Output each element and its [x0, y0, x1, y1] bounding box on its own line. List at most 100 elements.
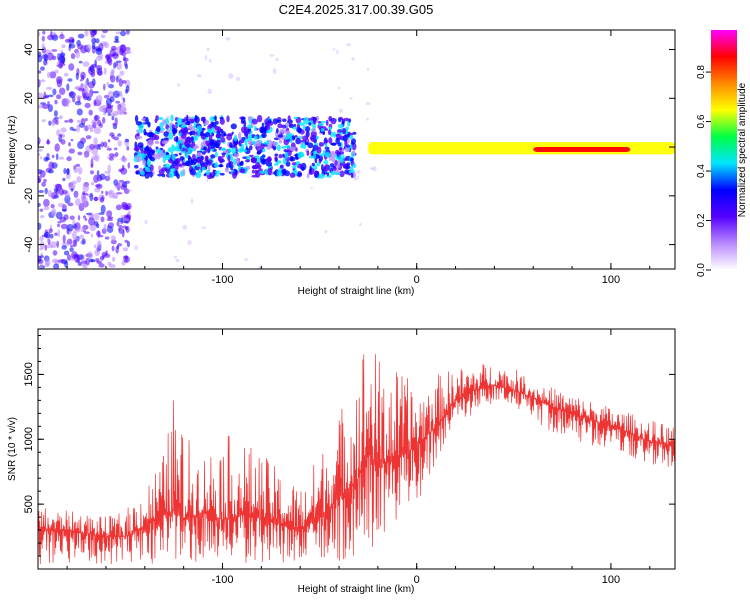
spectrogram-cell: [58, 115, 63, 120]
spectrogram-cell: [335, 133, 341, 137]
spectrogram-cell: [259, 170, 266, 174]
spectrogram-cell: [111, 70, 115, 77]
spectrogram-cell: [125, 89, 128, 94]
spectrogram-cell: [236, 59, 240, 65]
spectrogram-cell: [350, 157, 354, 162]
spectrogram-cell: [277, 134, 284, 138]
spectrogram-cell: [215, 139, 221, 147]
spectrogram-cell: [251, 140, 255, 145]
spectrogram-cell: [96, 170, 100, 177]
spectrogram-cell: [243, 89, 248, 96]
spectrogram-cell: [117, 217, 123, 223]
spectrogram-cell: [102, 117, 106, 124]
spectrogram-cell: [144, 220, 148, 225]
spectrogram-cell: [138, 127, 144, 134]
spectrogram-cell: [308, 122, 312, 126]
spectrogram-cell: [112, 110, 119, 117]
spectrogram-cell: [281, 146, 286, 149]
spectrogram-ylabel: Frequency (Hz): [7, 116, 18, 185]
spectrogram-cell: [49, 71, 57, 79]
spectrogram-cell: [266, 156, 272, 163]
colorbar-tick-label: 0.6: [696, 114, 707, 128]
spectrogram-cell: [281, 124, 287, 129]
spectrogram-cell: [193, 67, 197, 72]
spectrogram-cell: [91, 42, 96, 50]
spectrogram-cell: [106, 218, 114, 222]
spectrogram-cell: [214, 151, 218, 158]
spectrogram-cell: [113, 179, 119, 186]
spectrogram-cell: [121, 157, 127, 163]
spectrogram-cell: [59, 134, 63, 138]
spectrogram-cell: [307, 142, 314, 149]
spectrogram-cell: [203, 173, 207, 177]
spectrogram-cell: [208, 58, 212, 63]
spectrogram-cell: [43, 231, 51, 239]
spectrogram-cell: [106, 147, 112, 151]
spectrogram-cell: [270, 126, 273, 133]
spectrogram-ytick-label: 40: [23, 43, 35, 55]
spectrogram-cell: [365, 117, 369, 121]
spectrogram-cell: [284, 151, 289, 159]
spectrogram-cell: [330, 171, 336, 176]
spectrogram-cell: [225, 37, 231, 41]
spectrogram-cell: [142, 234, 145, 237]
spectrogram-cell: [103, 83, 106, 91]
spectrogram-cell: [39, 262, 43, 269]
spectrogram-cell: [107, 173, 111, 179]
spectrogram-cell: [304, 126, 311, 132]
spectrogram-cell: [105, 250, 108, 256]
spectrogram-cell: [50, 192, 58, 200]
spectrogram-cell: [117, 140, 122, 147]
spectrogram-cell: [335, 149, 340, 155]
spectrogram-cell: [90, 259, 96, 263]
spectrogram-cell: [372, 166, 377, 172]
spectrogram-cell: [282, 157, 287, 165]
spectrogram-cell: [206, 47, 210, 52]
spectrogram-cell: [85, 212, 92, 216]
colorbar: 0.0 0.2 0.4 0.6 0.8 Normalized spectral ampl…: [696, 30, 748, 277]
spectrogram-cell: [88, 217, 96, 226]
spectrogram-cell: [41, 119, 46, 123]
spectrogram-cell: [140, 170, 145, 176]
spectrogram-cell: [47, 104, 54, 113]
spectrogram-cell: [316, 162, 321, 167]
spectrogram-cell: [289, 155, 294, 162]
spectrogram-cell: [111, 245, 115, 252]
spectrogram-cell: [60, 139, 66, 145]
spectrogram-cell: [338, 108, 343, 114]
spectrogram-cell: [228, 148, 232, 153]
spectrogram-cell: [110, 235, 116, 242]
spectrogram-cell: [251, 174, 258, 178]
spectrogram-cell: [187, 155, 191, 160]
spectrogram-cell: [326, 172, 330, 176]
spectrogram-frame: [37, 29, 676, 270]
spectrogram-cell: [224, 167, 229, 173]
spectrogram-cell: [43, 198, 50, 207]
spectrogram-cell: [41, 43, 45, 49]
spectrogram-cell: [51, 119, 56, 127]
spectrogram-cell: [136, 155, 142, 163]
spectrogram-cell: [218, 164, 224, 168]
spectrogram-cell: [38, 222, 42, 230]
spectrogram-cell: [69, 91, 74, 97]
spectrogram-cell: [138, 47, 143, 54]
spectrogram-cell: [47, 189, 53, 198]
spectrogram-cell: [293, 116, 298, 120]
spectrogram-cell: [230, 123, 237, 130]
colorbar-tick-label: 0.0: [696, 263, 707, 277]
spectrogram-cell: [264, 125, 268, 131]
spectrogram-cell: [69, 215, 75, 220]
spectrogram-cell: [111, 116, 115, 121]
spectrogram-cell: [201, 127, 206, 131]
spectrogram-cell: [306, 110, 310, 115]
spectrogram-cell: [267, 139, 273, 147]
spectrogram-cell: [103, 223, 107, 231]
spectrogram-cell: [310, 134, 317, 142]
spectrogram-cell: [113, 147, 118, 151]
spectrogram-cell: [189, 131, 192, 136]
spectrogram-cell: [41, 35, 45, 42]
spectrogram-cell: [175, 135, 179, 144]
spectrogram-cell: [42, 30, 46, 35]
spectrogram-cell: [251, 118, 258, 125]
